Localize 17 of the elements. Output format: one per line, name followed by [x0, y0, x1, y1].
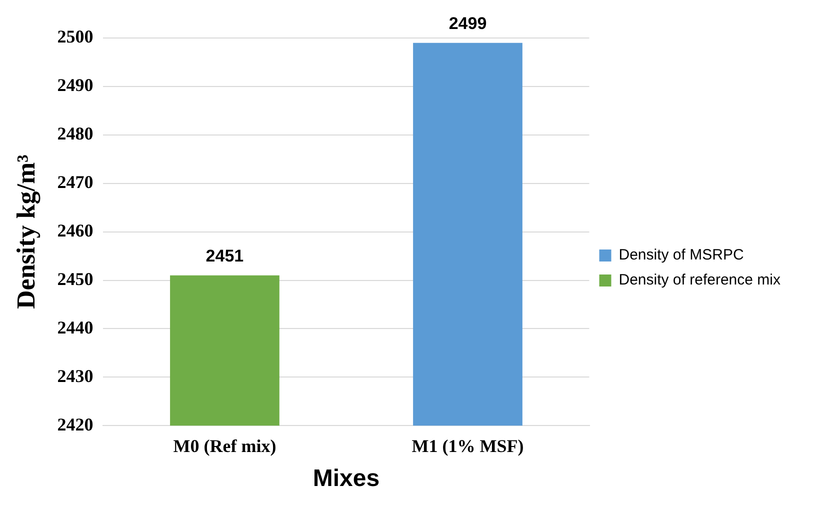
- y-tick-label: 2420: [57, 414, 94, 434]
- data-label: 2451: [206, 246, 244, 266]
- x-tick-label: M1 (1% MSF): [412, 436, 524, 456]
- legend-label: Density of reference mix: [618, 272, 781, 289]
- x-axis-title: Mixes: [312, 465, 380, 492]
- y-tick-label: 2460: [57, 220, 94, 240]
- y-tick-label: 2480: [57, 124, 94, 144]
- legend-label: Density of MSRPC: [618, 246, 744, 264]
- y-tick-label: 2440: [57, 317, 94, 338]
- y-tick-label: 2500: [57, 26, 94, 47]
- y-tick-label: 2470: [57, 172, 94, 192]
- x-tick-label: M0 (Ref mix): [173, 436, 276, 456]
- y-tick-label: 2490: [57, 75, 94, 96]
- y-axis-title: Density kg/m³: [11, 154, 40, 310]
- y-tick-label: 2450: [57, 268, 94, 289]
- y-tick-label: 2430: [57, 366, 94, 386]
- data-label: 2499: [448, 14, 487, 34]
